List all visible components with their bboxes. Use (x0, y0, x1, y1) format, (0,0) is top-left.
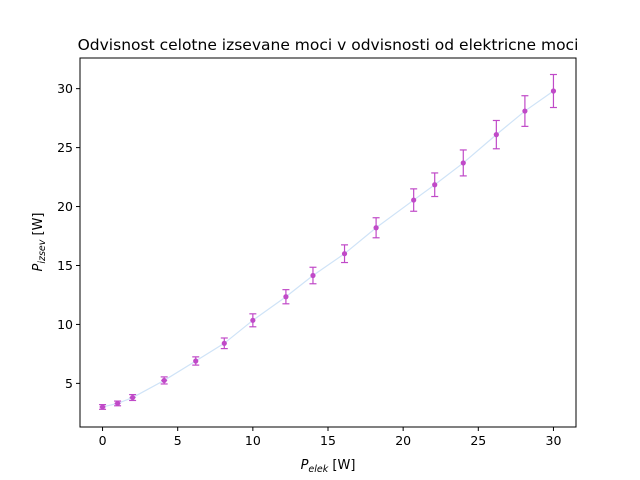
data-marker (310, 272, 316, 279)
x-tick-label: 15 (320, 433, 336, 448)
chart-title: Odvisnost celotne izsevane moci v odvisn… (78, 36, 579, 54)
y-axis-label-main: P (31, 264, 46, 272)
x-tick-label: 10 (245, 433, 261, 448)
y-axis-label: Pizsev [W] (31, 212, 48, 271)
data-point-12 (431, 172, 439, 198)
y-tick-label: 20 (57, 199, 73, 214)
x-tick-label: 0 (99, 433, 107, 448)
data-marker (221, 340, 227, 346)
x-axis: 0 5 10 15 20 25 30 (99, 427, 562, 448)
data-marker (130, 394, 136, 401)
x-tick-label: 20 (395, 433, 411, 448)
data-point-3 (160, 376, 168, 385)
data-point-7 (282, 289, 290, 305)
data-point-6 (249, 313, 257, 328)
y-tick-label: 15 (57, 258, 73, 273)
data-marker (250, 317, 256, 323)
y-tick-label: 25 (57, 140, 73, 155)
y-axis-label-unit: [W] (31, 212, 46, 239)
data-point-5 (220, 337, 228, 350)
data-marker (522, 108, 528, 114)
data-marker (99, 404, 106, 410)
data-point-16 (549, 73, 557, 109)
y-tick-label: 30 (57, 81, 73, 96)
data-point-10 (372, 217, 380, 239)
data-point-8 (309, 266, 317, 285)
data-marker (411, 197, 417, 203)
x-tick-label: 25 (470, 433, 486, 448)
y-axis: 5 10 15 20 25 30 (57, 81, 80, 391)
data-marker (341, 251, 348, 257)
data-point-11 (410, 188, 418, 212)
data-marker (283, 294, 289, 300)
x-axis-label-main: P (301, 458, 309, 473)
data-point-2 (129, 393, 137, 402)
data-marker (373, 225, 379, 231)
x-axis-label: Pelek [W] (301, 458, 356, 475)
y-tick-label: 10 (57, 317, 73, 332)
data-marker (460, 160, 466, 166)
data-point-1 (114, 400, 122, 407)
axes-frame (79, 57, 577, 428)
data-marker (493, 132, 499, 138)
y-tick-label: 5 (65, 376, 73, 391)
data-marker (550, 88, 557, 94)
x-tick-label: 5 (174, 433, 182, 448)
x-tick-label: 30 (546, 433, 562, 448)
data-marker (193, 358, 199, 364)
data-marker (432, 182, 438, 188)
y-axis-label-sub: izsev (37, 239, 48, 263)
data-point-13 (459, 149, 467, 177)
data-marker (114, 400, 121, 407)
data-point-15 (521, 95, 529, 127)
data-point-9 (341, 244, 349, 264)
data-marker (161, 377, 167, 384)
fit-curve (102, 90, 554, 408)
data-point-4 (192, 356, 200, 366)
x-axis-label-unit: [W] (328, 458, 355, 473)
plot-area (99, 73, 557, 410)
data-point-14 (492, 119, 500, 150)
data-point-0 (99, 404, 107, 410)
x-axis-label-sub: elek (308, 464, 328, 475)
